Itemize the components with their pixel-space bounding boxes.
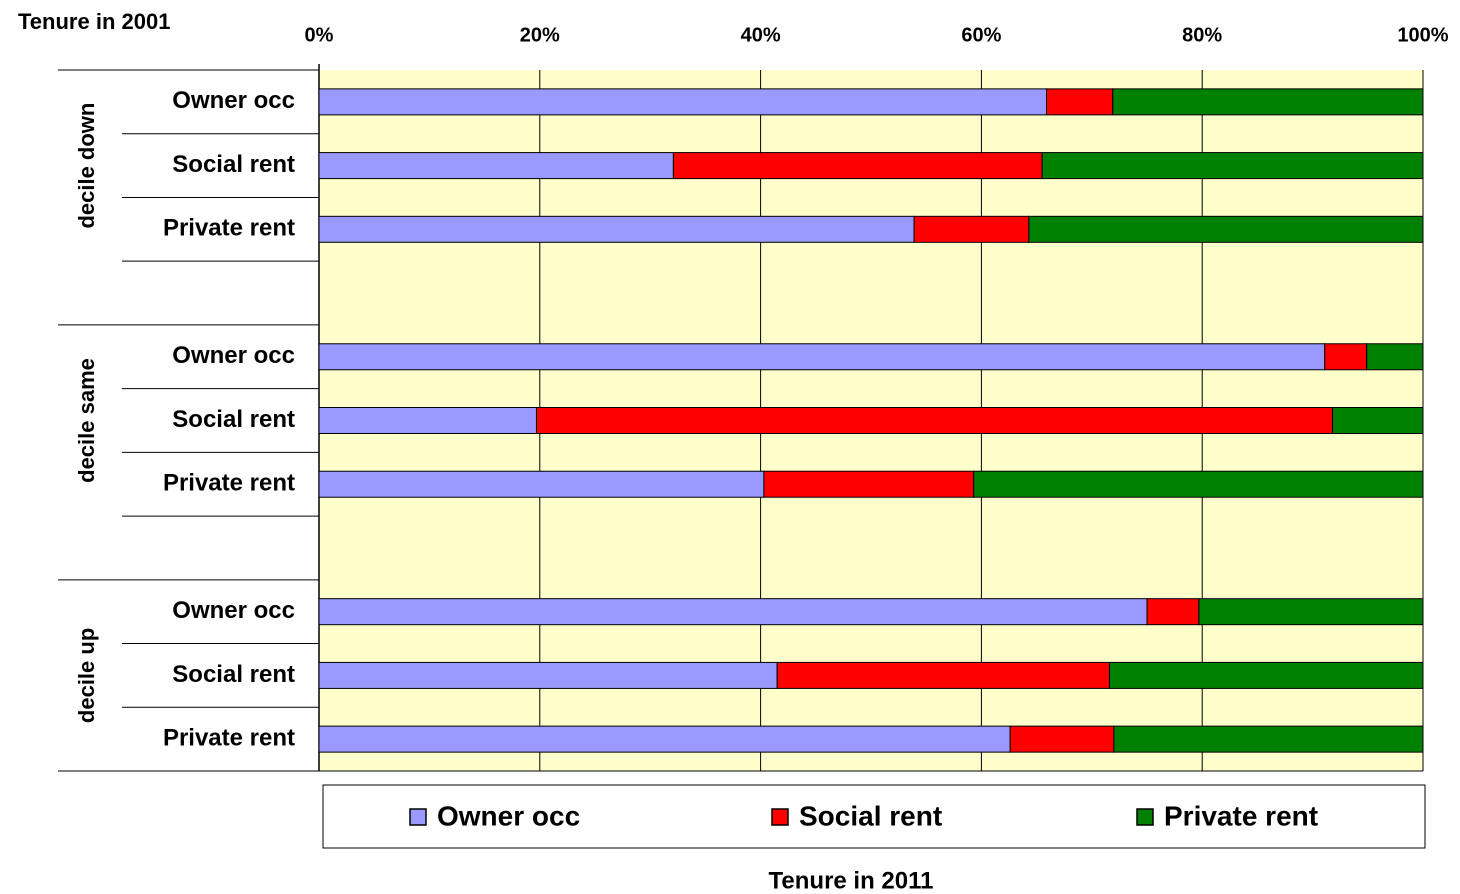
bar-segment (318, 343, 1326, 371)
legend-label: Owner occ (437, 800, 580, 831)
bar-segment (913, 215, 1030, 243)
y-tick-label: Private rent (163, 470, 295, 497)
bar-segment (1112, 88, 1424, 116)
bar-segment (1366, 343, 1424, 371)
bar-segment (1046, 88, 1114, 116)
bar-segment (1113, 725, 1424, 753)
legend-swatch (1136, 808, 1154, 826)
y-tick-label: Social rent (172, 661, 295, 688)
bar-segment (318, 661, 778, 689)
bar-segment (318, 152, 674, 180)
bar-segment (1028, 215, 1424, 243)
x-tick-label: 100% (1397, 24, 1448, 46)
bar-segment (672, 152, 1043, 180)
bar-segment (763, 470, 975, 498)
legend-label: Private rent (1164, 800, 1318, 831)
bar-segment (1009, 725, 1115, 753)
bar-segment (318, 215, 915, 243)
bar-segment (973, 470, 1424, 498)
bar-segment (318, 470, 765, 498)
y-axis-title: Tenure in 2001 (18, 9, 170, 34)
group-label: decile down (74, 103, 99, 229)
y-tick-label: Private rent (163, 724, 295, 751)
y-tick-label: Private rent (163, 215, 295, 242)
x-axis-title: Tenure in 2011 (769, 867, 934, 894)
bar-segment (1041, 152, 1424, 180)
y-tick-label: Owner occ (172, 597, 295, 624)
bar-segment (776, 661, 1110, 689)
bar-segment (318, 598, 1148, 626)
legend-label: Social rent (799, 800, 942, 831)
bar-segment (1198, 598, 1424, 626)
legend-box (322, 784, 1426, 849)
y-tick-label: Social rent (172, 406, 295, 433)
bar-segment (318, 88, 1048, 116)
bar-segment (318, 407, 537, 434)
bar-segment (1331, 407, 1424, 434)
bar-segment (535, 407, 1333, 434)
group-label: decile up (74, 628, 99, 723)
bar-segment (1108, 661, 1424, 689)
legend-swatch (771, 808, 789, 826)
x-tick-label: 20% (520, 24, 560, 46)
y-tick-label: Owner occ (172, 87, 295, 114)
x-tick-label: 80% (1182, 24, 1222, 46)
x-tick-label: 40% (741, 24, 781, 46)
legend-swatch (409, 808, 427, 826)
bar-segment (318, 725, 1011, 753)
group-label: decile same (74, 358, 99, 483)
bar-segment (1324, 343, 1368, 371)
x-tick-label: 60% (961, 24, 1001, 46)
x-tick-label: 0% (305, 24, 334, 46)
bar-segment (1146, 598, 1200, 626)
y-tick-label: Owner occ (172, 342, 295, 369)
y-tick-label: Social rent (172, 151, 295, 178)
